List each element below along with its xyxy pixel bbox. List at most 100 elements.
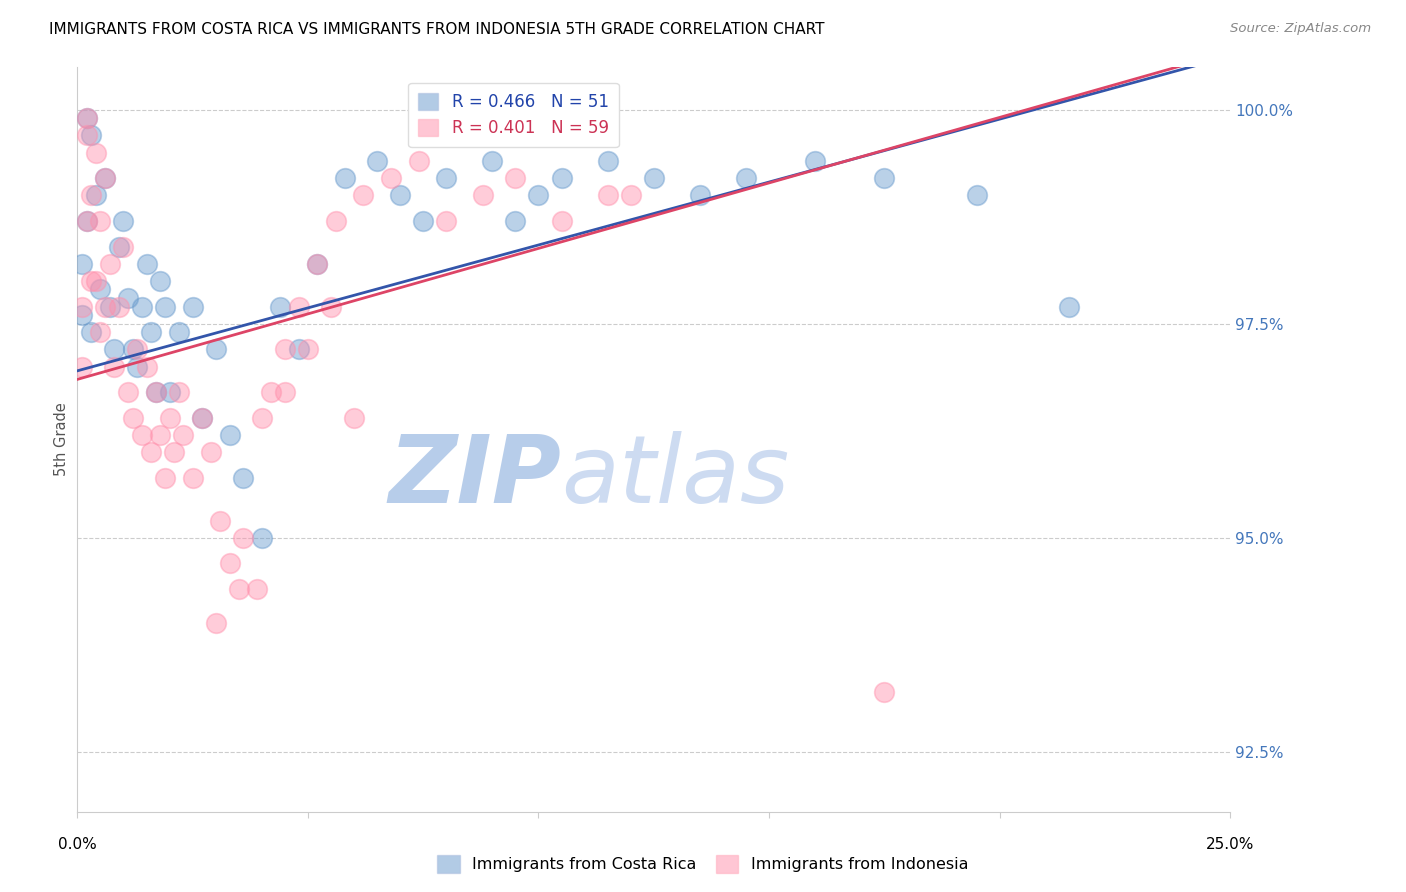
Point	[1057, 300, 1080, 314]
Point	[84, 145, 107, 160]
Point	[135, 257, 157, 271]
Point	[596, 188, 619, 202]
Point	[204, 616, 226, 631]
Point	[159, 385, 181, 400]
Point	[408, 154, 430, 169]
Point	[80, 326, 103, 340]
Point	[145, 385, 167, 400]
Point	[804, 154, 827, 169]
Point	[873, 685, 896, 699]
Point	[159, 411, 181, 425]
Point	[209, 514, 232, 528]
Point	[550, 214, 572, 228]
Point	[163, 445, 186, 459]
Point	[218, 557, 240, 571]
Point	[121, 411, 143, 425]
Point	[139, 445, 162, 459]
Point	[153, 471, 176, 485]
Point	[94, 171, 117, 186]
Point	[232, 531, 254, 545]
Point	[117, 291, 139, 305]
Text: 25.0%: 25.0%	[1206, 837, 1254, 852]
Point	[481, 154, 503, 169]
Point	[70, 300, 93, 314]
Point	[689, 188, 711, 202]
Point	[76, 112, 98, 126]
Point	[80, 128, 103, 143]
Point	[167, 385, 190, 400]
Point	[98, 300, 121, 314]
Point	[204, 343, 226, 357]
Point	[153, 300, 176, 314]
Point	[620, 188, 643, 202]
Point	[76, 214, 98, 228]
Point	[108, 240, 131, 254]
Point	[181, 471, 204, 485]
Point	[131, 300, 153, 314]
Point	[505, 214, 527, 228]
Point	[458, 128, 481, 143]
Point	[121, 343, 143, 357]
Point	[274, 343, 297, 357]
Point	[412, 214, 434, 228]
Point	[297, 343, 319, 357]
Point	[333, 171, 356, 186]
Point	[80, 274, 103, 288]
Point	[76, 112, 98, 126]
Point	[112, 214, 135, 228]
Point	[149, 428, 172, 442]
Legend: R = 0.466   N = 51, R = 0.401   N = 59: R = 0.466 N = 51, R = 0.401 N = 59	[409, 83, 619, 147]
Point	[76, 128, 98, 143]
Point	[735, 171, 758, 186]
Point	[434, 214, 457, 228]
Point	[80, 188, 103, 202]
Point	[84, 274, 107, 288]
Point	[89, 326, 111, 340]
Point	[325, 214, 347, 228]
Text: atlas: atlas	[561, 431, 790, 522]
Point	[232, 471, 254, 485]
Point	[966, 188, 988, 202]
Point	[70, 257, 93, 271]
Point	[596, 154, 619, 169]
Point	[127, 359, 149, 374]
Point	[527, 188, 550, 202]
Point	[98, 257, 121, 271]
Point	[307, 257, 329, 271]
Point	[89, 283, 111, 297]
Point	[70, 359, 93, 374]
Point	[380, 171, 402, 186]
Point	[287, 300, 309, 314]
Point	[200, 445, 222, 459]
Point	[135, 359, 157, 374]
Point	[260, 385, 283, 400]
Point	[127, 343, 149, 357]
Point	[131, 428, 153, 442]
Point	[250, 531, 273, 545]
Point	[228, 582, 250, 596]
Legend: Immigrants from Costa Rica, Immigrants from Indonesia: Immigrants from Costa Rica, Immigrants f…	[432, 848, 974, 880]
Point	[643, 171, 665, 186]
Point	[343, 411, 366, 425]
Point	[108, 300, 131, 314]
Point	[352, 188, 374, 202]
Point	[167, 326, 190, 340]
Point	[84, 188, 107, 202]
Point	[550, 171, 572, 186]
Point	[103, 343, 125, 357]
Point	[307, 257, 329, 271]
Point	[117, 385, 139, 400]
Point	[149, 274, 172, 288]
Point	[103, 359, 125, 374]
Point	[319, 300, 342, 314]
Point	[172, 428, 194, 442]
Point	[94, 171, 117, 186]
Point	[389, 188, 412, 202]
Point	[218, 428, 240, 442]
Point	[269, 300, 291, 314]
Point	[505, 171, 527, 186]
Text: 0.0%: 0.0%	[58, 837, 97, 852]
Point	[76, 214, 98, 228]
Point	[191, 411, 214, 425]
Point	[139, 326, 162, 340]
